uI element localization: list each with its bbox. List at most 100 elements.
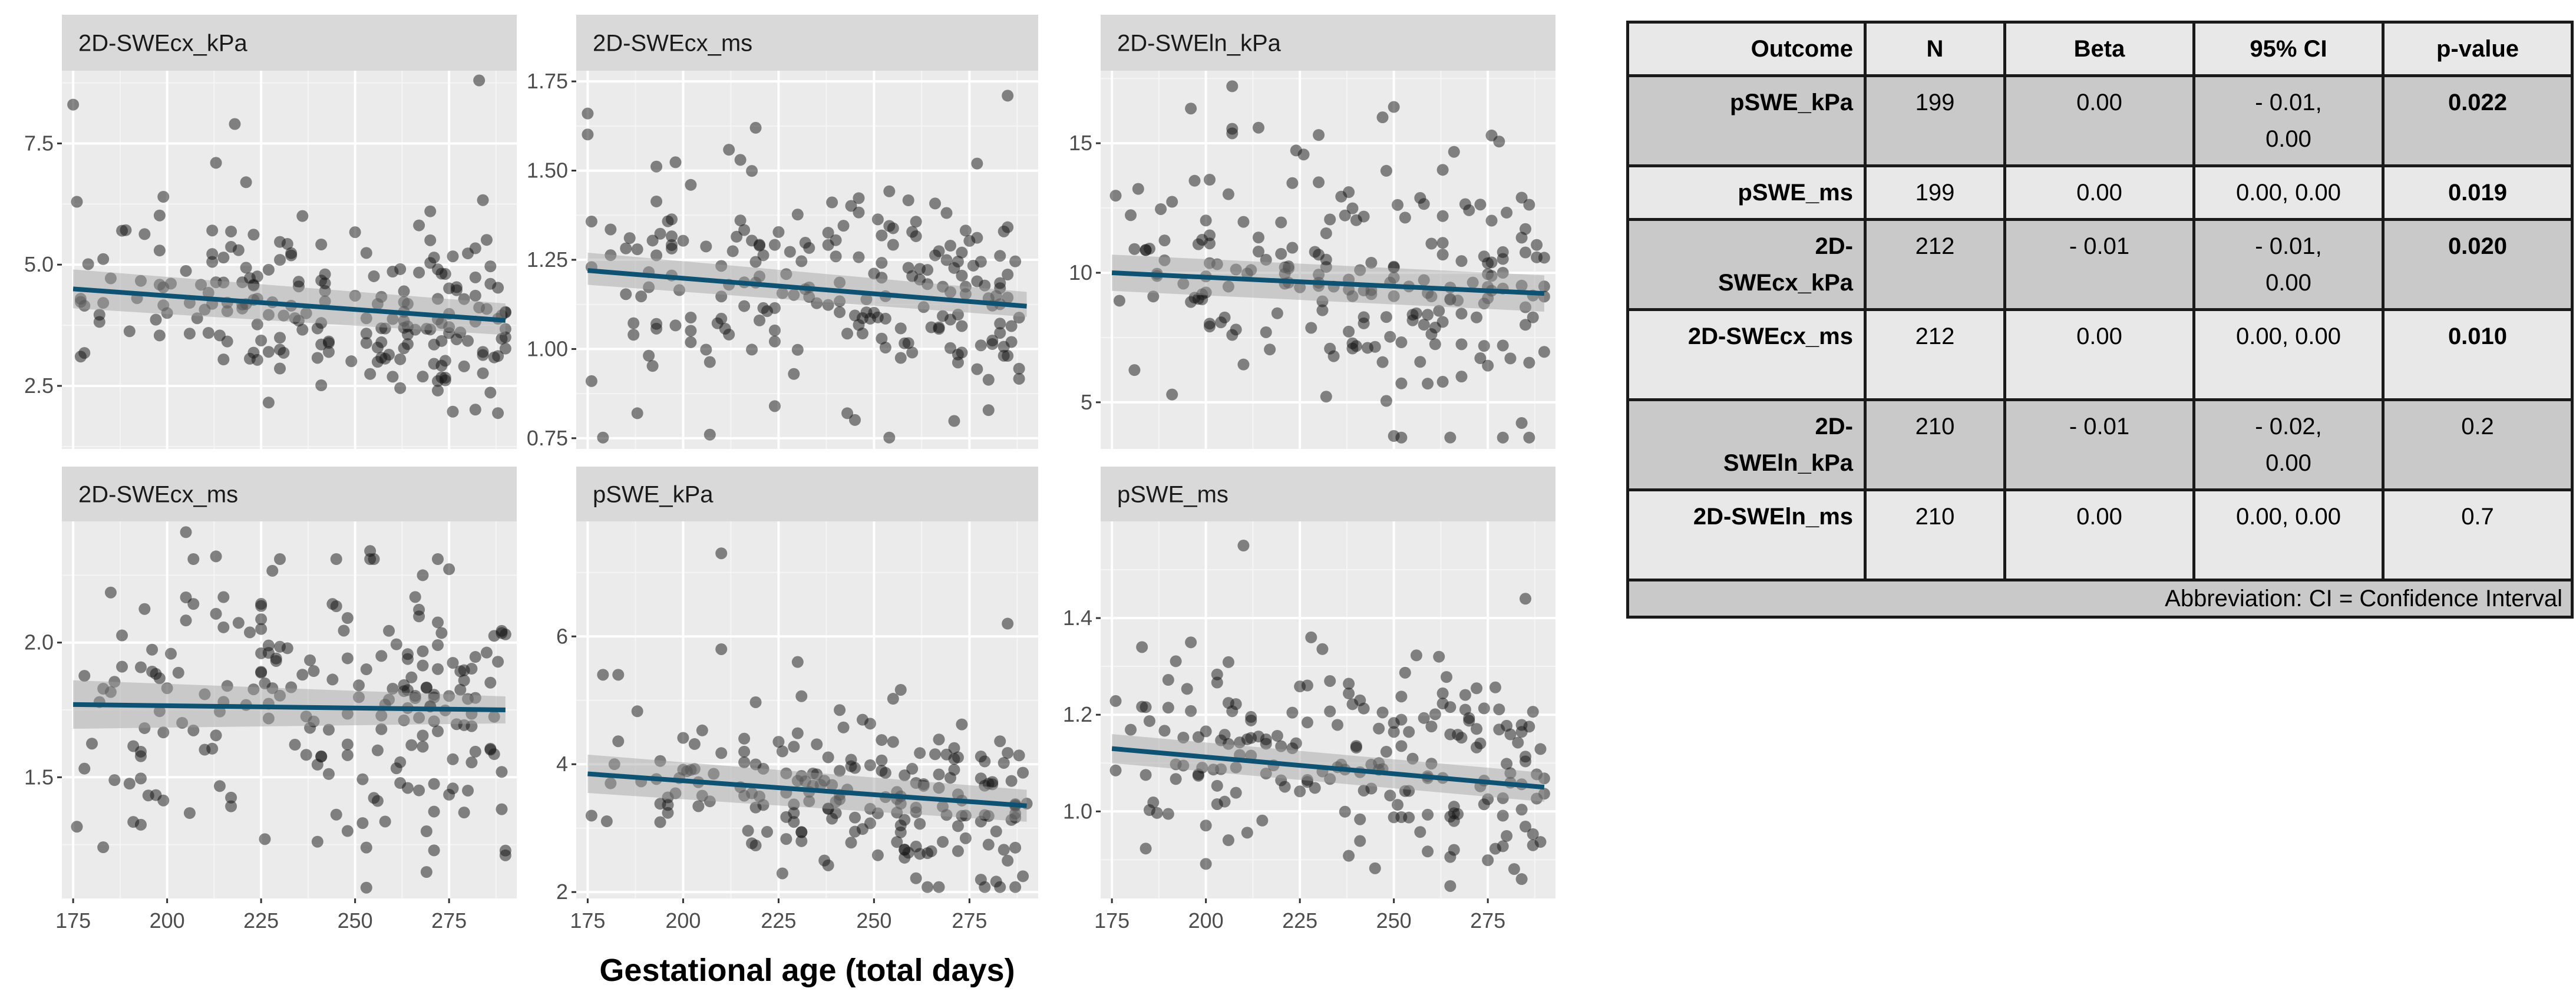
data-point xyxy=(879,341,891,353)
data-point xyxy=(180,614,192,627)
data-point xyxy=(278,309,290,322)
data-point xyxy=(499,342,511,355)
header-beta: Beta xyxy=(2003,21,2195,77)
data-point xyxy=(585,375,597,387)
data-point xyxy=(772,226,785,238)
data-point xyxy=(458,807,470,819)
data-point xyxy=(1005,775,1018,787)
data-point xyxy=(1482,257,1494,269)
data-point xyxy=(856,713,868,726)
data-point xyxy=(631,243,643,256)
data-point xyxy=(811,738,823,751)
data-point xyxy=(994,277,1006,289)
data-point xyxy=(669,319,682,332)
data-point xyxy=(1009,881,1022,893)
data-point xyxy=(443,563,455,576)
data-point xyxy=(1226,123,1239,135)
data-point xyxy=(417,741,429,753)
data-point xyxy=(469,404,481,416)
data-point xyxy=(405,739,418,751)
data-point xyxy=(910,776,922,789)
data-point xyxy=(477,194,489,206)
data-point xyxy=(469,651,481,663)
data-point xyxy=(906,762,919,775)
data-point xyxy=(1230,263,1242,276)
data-point xyxy=(172,666,184,679)
cell-n: 199 xyxy=(1864,164,2006,221)
data-point xyxy=(795,255,808,267)
data-point xyxy=(1403,726,1415,738)
data-point xyxy=(1395,377,1408,389)
data-point xyxy=(240,262,252,274)
data-point xyxy=(998,349,1010,362)
table-footer-abbreviation: Abbreviation: CI = Confidence Interval xyxy=(1626,579,2574,619)
ci-line-2: 0.00 xyxy=(2265,126,2311,152)
data-point xyxy=(723,328,735,341)
data-point xyxy=(1252,245,1264,257)
data-point xyxy=(1436,687,1449,699)
data-point xyxy=(1531,251,1543,263)
data-point xyxy=(952,820,964,832)
data-point xyxy=(1177,277,1190,290)
data-point xyxy=(443,321,455,333)
data-point xyxy=(413,219,425,232)
cell-p-value: 0.019 xyxy=(2382,164,2574,221)
data-point xyxy=(1436,210,1449,222)
data-point xyxy=(975,339,987,352)
data-point xyxy=(1252,121,1264,134)
confidence-band xyxy=(73,680,506,729)
data-point xyxy=(1181,683,1193,695)
data-point xyxy=(1497,431,1509,444)
data-point xyxy=(74,293,87,305)
data-point xyxy=(1380,395,1392,407)
cell-beta: 0.00 xyxy=(2003,74,2195,167)
data-point xyxy=(948,742,960,754)
data-point xyxy=(776,867,788,880)
data-point xyxy=(841,328,854,340)
data-point xyxy=(1515,804,1528,816)
data-point xyxy=(322,346,335,358)
data-point xyxy=(1226,329,1239,341)
data-point xyxy=(967,259,979,272)
data-point xyxy=(883,220,896,232)
data-point xyxy=(853,192,865,204)
data-point xyxy=(1369,341,1381,353)
x-tick-label: 175 xyxy=(570,908,605,933)
y-tick-label: 1.25 xyxy=(527,247,568,272)
data-point xyxy=(914,818,926,830)
data-point xyxy=(180,265,192,277)
data-point xyxy=(906,270,919,282)
data-point xyxy=(948,262,960,274)
x-tick-label: 275 xyxy=(952,908,987,933)
data-point xyxy=(746,837,758,850)
data-point xyxy=(933,733,945,746)
panel-2: 2D-SWEcx_ms 0.75 1.00 1.25 1.50 1.75 xyxy=(527,15,1038,450)
data-point xyxy=(116,629,128,642)
data-point xyxy=(225,791,237,804)
data-point xyxy=(1264,343,1276,356)
data-point xyxy=(116,660,128,673)
cell-ci: - 0.02, 0.00 xyxy=(2192,398,2385,491)
data-point xyxy=(1002,221,1014,233)
x-axis-label: Gestational age (total days) xyxy=(599,953,1015,988)
data-point xyxy=(1324,705,1336,718)
data-point xyxy=(1392,799,1404,811)
trend-line xyxy=(587,268,1027,309)
data-point xyxy=(417,645,429,657)
data-point xyxy=(86,738,98,750)
data-point xyxy=(255,598,267,610)
data-point xyxy=(420,866,432,878)
data-point xyxy=(910,230,922,242)
data-point xyxy=(134,772,147,785)
y-tick-label: 1.00 xyxy=(527,336,568,361)
data-point xyxy=(360,247,372,259)
data-point xyxy=(818,854,831,867)
data-point xyxy=(360,841,372,854)
data-point xyxy=(428,844,440,857)
data-point xyxy=(428,778,440,790)
data-point xyxy=(1211,258,1223,270)
data-point xyxy=(1373,722,1385,735)
data-point xyxy=(1320,227,1332,239)
data-point xyxy=(1429,338,1441,351)
data-point xyxy=(469,242,481,255)
